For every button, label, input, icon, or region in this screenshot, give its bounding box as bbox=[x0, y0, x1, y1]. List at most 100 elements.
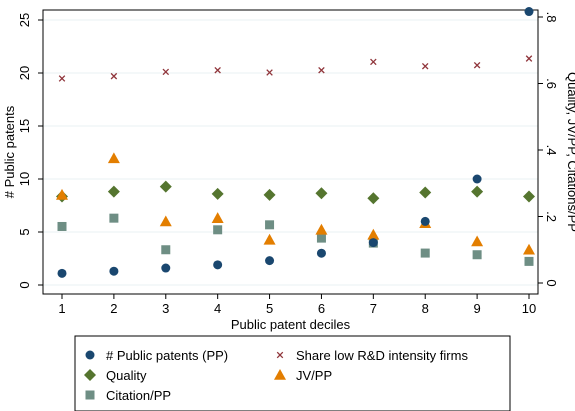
x-marker-stroke bbox=[110, 72, 118, 80]
x-tick-label: 2 bbox=[110, 301, 117, 316]
y-left-tick-label: 25 bbox=[17, 13, 32, 27]
data-point bbox=[57, 221, 67, 231]
data-point bbox=[159, 180, 172, 193]
x-axis-title: Public patent deciles bbox=[231, 317, 351, 332]
y-right-tick-label: .6 bbox=[544, 78, 559, 89]
x-tick-label: 1 bbox=[58, 301, 65, 316]
y-right-tick-label: .4 bbox=[544, 145, 559, 156]
data-point bbox=[265, 220, 275, 230]
data-point bbox=[368, 238, 378, 248]
x-marker-stroke bbox=[525, 55, 533, 62]
legend-label: JV/PP bbox=[296, 368, 332, 383]
data-point bbox=[472, 250, 482, 260]
y-left-tick-label: 10 bbox=[17, 172, 32, 186]
gridlines bbox=[43, 19, 538, 286]
y-left-tick-label: 0 bbox=[17, 281, 32, 288]
x-marker-stroke bbox=[473, 61, 481, 69]
legend-label: # Public patents (PP) bbox=[106, 348, 228, 363]
x-tick-label: 7 bbox=[370, 301, 377, 316]
series-1 bbox=[58, 55, 533, 82]
data-marks bbox=[56, 7, 535, 278]
x-marker-stroke bbox=[421, 62, 429, 70]
data-point bbox=[472, 174, 482, 184]
y-right-tick-label: 0 bbox=[544, 279, 559, 286]
data-point bbox=[265, 256, 275, 266]
x-marker-stroke bbox=[370, 58, 377, 66]
legend-item: Quality bbox=[84, 368, 147, 383]
data-point bbox=[263, 188, 276, 201]
data-point bbox=[57, 268, 67, 278]
x-marker-stroke bbox=[162, 68, 170, 76]
data-point bbox=[109, 266, 119, 276]
legend-item: # Public patents (PP) bbox=[85, 348, 228, 363]
x-tick-label: 10 bbox=[522, 301, 536, 316]
x-tick-label: 8 bbox=[422, 301, 429, 316]
data-point bbox=[315, 187, 328, 200]
data-point bbox=[161, 263, 171, 273]
x-tick-label: 4 bbox=[214, 301, 221, 316]
x-marker-stroke bbox=[318, 66, 325, 74]
x-marker-stroke bbox=[214, 66, 221, 74]
legend-item: JV/PP bbox=[274, 368, 332, 383]
data-point bbox=[214, 66, 221, 74]
data-point bbox=[318, 66, 325, 74]
data-point bbox=[211, 212, 224, 223]
data-point bbox=[367, 192, 380, 205]
series-0 bbox=[57, 7, 534, 278]
y-left-tick-label: 20 bbox=[17, 66, 32, 80]
data-point bbox=[473, 61, 481, 69]
data-point bbox=[211, 187, 224, 200]
data-point bbox=[110, 72, 118, 80]
y-left-axis-title: # Public patents bbox=[2, 105, 17, 198]
data-point bbox=[471, 235, 484, 247]
legend-box bbox=[74, 335, 511, 411]
legend-item: Citation/PP bbox=[85, 388, 171, 403]
y-right-axis-title: Quality, JV/PP, Citations/PP bbox=[565, 72, 575, 232]
legend-marker bbox=[276, 351, 284, 359]
x-marker-stroke bbox=[58, 75, 66, 82]
x-tick-label: 5 bbox=[266, 301, 273, 316]
x-tick-label: 6 bbox=[318, 301, 325, 316]
legend-item: Share low R&D intensity firms bbox=[276, 348, 468, 363]
y-right-tick-label: .2 bbox=[544, 211, 559, 222]
legend-marker bbox=[85, 350, 95, 360]
x-tick-label: 3 bbox=[162, 301, 169, 316]
x-marker-stroke bbox=[266, 69, 273, 76]
data-point bbox=[421, 62, 429, 70]
data-point bbox=[315, 223, 328, 235]
legend-marker bbox=[85, 390, 95, 400]
data-point bbox=[213, 260, 223, 270]
legend-label: Citation/PP bbox=[106, 388, 171, 403]
legend: # Public patents (PP) Share low R&D inten… bbox=[84, 348, 468, 403]
data-point bbox=[524, 7, 534, 17]
legend-marker bbox=[274, 369, 286, 380]
series-4 bbox=[57, 213, 534, 266]
y-right-tick-label: .8 bbox=[544, 12, 559, 23]
legend-label: Quality bbox=[106, 368, 147, 383]
data-point bbox=[162, 68, 170, 76]
data-point bbox=[316, 248, 326, 258]
data-point bbox=[159, 215, 172, 227]
data-point bbox=[524, 256, 534, 266]
data-point bbox=[523, 243, 535, 255]
data-point bbox=[367, 228, 380, 240]
data-point bbox=[316, 233, 326, 243]
data-point bbox=[263, 233, 276, 245]
data-point bbox=[56, 188, 68, 200]
data-point bbox=[109, 213, 119, 223]
data-point bbox=[525, 55, 533, 62]
data-point bbox=[471, 185, 484, 198]
data-point bbox=[161, 245, 171, 255]
data-point bbox=[419, 186, 432, 199]
data-point bbox=[107, 185, 120, 198]
data-point bbox=[58, 75, 66, 82]
plot-frame bbox=[42, 9, 539, 295]
data-point bbox=[107, 152, 120, 164]
data-point bbox=[420, 248, 430, 258]
y-left-tick-label: 5 bbox=[17, 228, 32, 235]
data-point bbox=[266, 69, 273, 76]
data-point bbox=[523, 190, 535, 203]
legend-marker bbox=[84, 369, 96, 381]
data-point bbox=[420, 216, 430, 226]
x-tick-label: 9 bbox=[473, 301, 480, 316]
